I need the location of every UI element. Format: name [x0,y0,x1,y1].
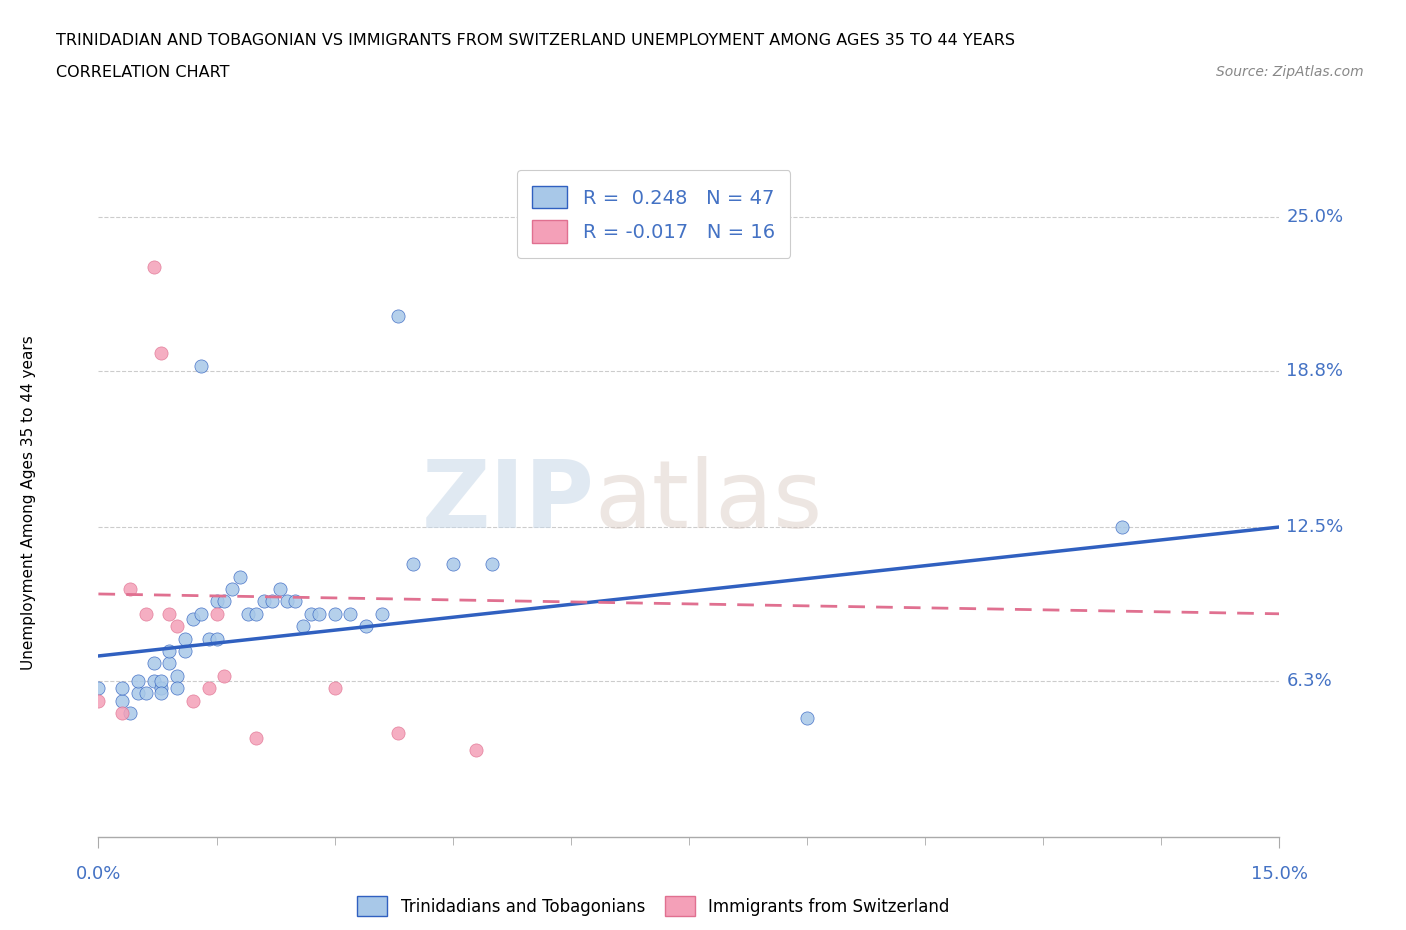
Point [284,594,307,609]
Point [87,693,110,708]
Point [190,606,212,621]
Point [142,259,165,274]
Point [87,681,110,696]
Point [111,693,134,708]
Point [205,594,228,609]
Point [118,581,141,596]
Point [118,706,141,721]
Point [150,681,173,696]
Point [465,743,488,758]
Point [142,673,165,688]
Point [371,606,394,621]
Point [221,581,243,596]
Point [402,557,425,572]
Point [796,711,818,725]
Point [299,606,322,621]
Text: 0.0%: 0.0% [76,865,121,883]
Point [214,669,236,684]
Point [197,631,219,646]
Text: 12.5%: 12.5% [1286,518,1344,536]
Point [253,594,276,609]
Point [150,685,173,700]
Point [481,557,503,572]
Point [323,606,346,621]
Point [181,693,204,708]
Legend: Trinidadians and Tobagonians, Immigrants from Switzerland: Trinidadians and Tobagonians, Immigrants… [350,890,956,923]
Point [205,606,228,621]
Point [135,606,157,621]
Text: 15.0%: 15.0% [1251,865,1308,883]
Point [111,706,134,721]
Point [276,594,298,609]
Point [157,656,180,671]
Text: ZIP: ZIP [422,457,595,548]
Point [166,681,188,696]
Point [135,685,157,700]
Point [174,631,197,646]
Point [142,656,165,671]
Point [166,618,188,633]
Point [205,631,228,646]
Text: 18.8%: 18.8% [1286,362,1344,379]
Point [387,725,409,740]
Point [441,557,464,572]
Point [354,618,377,633]
Point [111,681,134,696]
Point [157,644,180,658]
Point [197,681,219,696]
Text: Unemployment Among Ages 35 to 44 years: Unemployment Among Ages 35 to 44 years [21,335,35,670]
Point [214,594,236,609]
Point [236,606,259,621]
Text: TRINIDADIAN AND TOBAGONIAN VS IMMIGRANTS FROM SWITZERLAND UNEMPLOYMENT AMONG AGE: TRINIDADIAN AND TOBAGONIAN VS IMMIGRANTS… [56,33,1015,47]
Text: 25.0%: 25.0% [1286,208,1344,226]
Point [166,669,188,684]
Text: 6.3%: 6.3% [1286,671,1333,690]
Point [127,685,149,700]
Point [260,594,283,609]
Point [387,309,409,324]
Point [181,611,204,626]
Point [190,358,212,373]
Point [1111,520,1133,535]
Point [229,569,252,584]
Point [245,606,267,621]
Point [127,673,149,688]
Point [269,581,291,596]
Point [323,681,346,696]
Point [339,606,361,621]
Text: Source: ZipAtlas.com: Source: ZipAtlas.com [1216,65,1364,79]
Point [174,644,197,658]
Point [308,606,330,621]
Point [150,673,173,688]
Point [292,618,315,633]
Text: atlas: atlas [595,457,823,548]
Point [245,730,267,745]
Text: CORRELATION CHART: CORRELATION CHART [56,65,229,80]
Point [150,346,173,361]
Point [157,606,180,621]
